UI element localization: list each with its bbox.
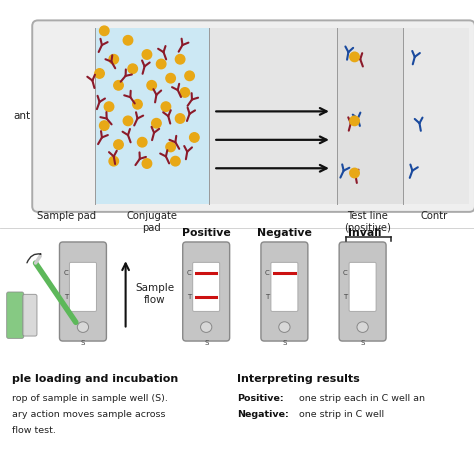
Bar	[337, 28, 403, 204]
FancyBboxPatch shape	[23, 294, 37, 336]
Circle shape	[156, 59, 166, 69]
Text: Sample
flow: Sample flow	[135, 283, 174, 305]
Text: flow test.: flow test.	[12, 426, 56, 435]
Circle shape	[185, 71, 194, 81]
Bar	[403, 28, 469, 204]
Circle shape	[350, 52, 359, 62]
FancyBboxPatch shape	[339, 242, 386, 341]
Circle shape	[166, 73, 175, 83]
FancyBboxPatch shape	[271, 263, 298, 311]
Circle shape	[100, 26, 109, 36]
Text: Positive: Positive	[182, 228, 230, 238]
Text: ary action moves sample across: ary action moves sample across	[12, 410, 165, 419]
Text: Invali: Invali	[348, 228, 382, 238]
Text: ant: ant	[14, 111, 31, 121]
Text: C: C	[63, 270, 68, 276]
Circle shape	[114, 140, 123, 149]
Text: S: S	[81, 340, 85, 346]
Text: T: T	[187, 294, 191, 300]
FancyBboxPatch shape	[261, 242, 308, 341]
Text: C: C	[343, 270, 348, 276]
Bar	[95, 28, 209, 204]
Circle shape	[190, 133, 199, 142]
Bar	[209, 28, 337, 204]
Circle shape	[133, 100, 142, 109]
Ellipse shape	[201, 322, 212, 332]
FancyBboxPatch shape	[32, 20, 474, 212]
Text: one strip in C well: one strip in C well	[296, 410, 384, 419]
Ellipse shape	[279, 322, 290, 332]
Circle shape	[123, 116, 133, 126]
Text: Negative:: Negative:	[237, 410, 289, 419]
FancyBboxPatch shape	[59, 242, 106, 341]
Text: ple loading and incubation: ple loading and incubation	[12, 374, 178, 384]
Circle shape	[137, 137, 147, 147]
Circle shape	[175, 55, 185, 64]
Text: S: S	[360, 340, 365, 346]
Circle shape	[109, 156, 118, 166]
Text: Sample pad: Sample pad	[37, 211, 96, 221]
Circle shape	[175, 114, 185, 123]
Text: T: T	[344, 294, 348, 300]
FancyBboxPatch shape	[69, 263, 96, 311]
Text: one strip each in C well an: one strip each in C well an	[296, 394, 425, 403]
Circle shape	[95, 69, 104, 78]
Text: T: T	[64, 294, 68, 300]
Circle shape	[152, 118, 161, 128]
Text: rop of sample in sample well (S).: rop of sample in sample well (S).	[12, 394, 168, 403]
Circle shape	[161, 102, 171, 111]
Circle shape	[180, 88, 190, 97]
Circle shape	[142, 159, 152, 168]
Text: Positive:: Positive:	[237, 394, 283, 403]
Circle shape	[147, 81, 156, 90]
FancyArrowPatch shape	[27, 254, 41, 263]
Text: T: T	[265, 294, 269, 300]
Text: C: C	[186, 270, 191, 276]
Text: Interpreting results: Interpreting results	[237, 374, 360, 384]
Circle shape	[350, 116, 359, 126]
Text: C: C	[264, 270, 269, 276]
Text: S: S	[204, 340, 209, 346]
Text: Contr: Contr	[420, 211, 447, 221]
Circle shape	[104, 102, 114, 111]
Ellipse shape	[357, 322, 368, 332]
Circle shape	[100, 121, 109, 130]
FancyBboxPatch shape	[182, 242, 229, 341]
Ellipse shape	[77, 322, 89, 332]
FancyBboxPatch shape	[7, 292, 24, 338]
FancyBboxPatch shape	[192, 263, 219, 311]
Text: Conjugate
pad: Conjugate pad	[126, 211, 177, 233]
Circle shape	[109, 55, 118, 64]
Circle shape	[123, 36, 133, 45]
Circle shape	[142, 50, 152, 59]
Circle shape	[114, 81, 123, 90]
Circle shape	[128, 64, 137, 73]
FancyBboxPatch shape	[349, 263, 376, 311]
Text: Test line
(positive): Test line (positive)	[344, 211, 391, 233]
Text: S: S	[282, 340, 287, 346]
Circle shape	[166, 142, 175, 152]
Circle shape	[350, 168, 359, 178]
Text: Negative: Negative	[257, 228, 312, 238]
Circle shape	[171, 156, 180, 166]
